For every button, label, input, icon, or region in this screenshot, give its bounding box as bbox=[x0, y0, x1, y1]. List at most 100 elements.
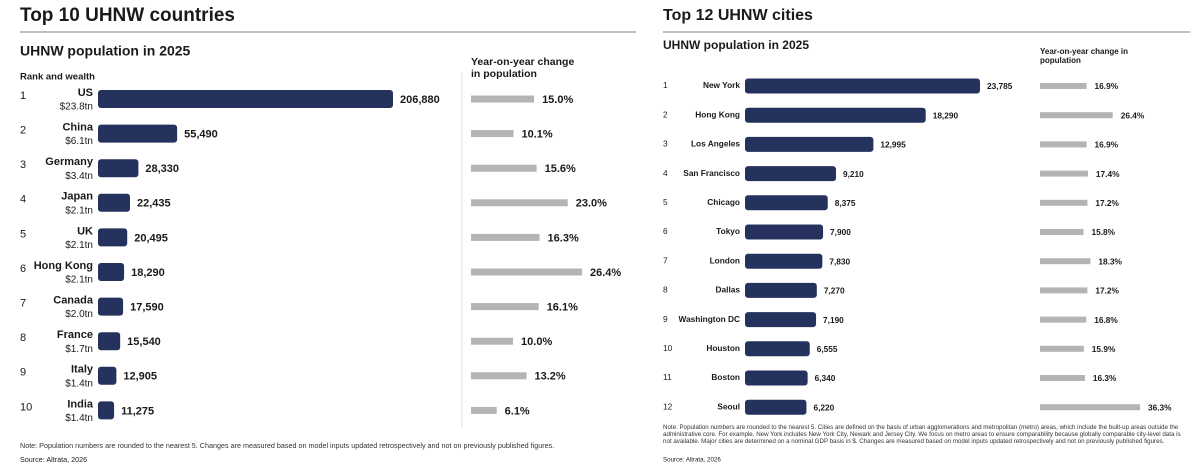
rank: 5 bbox=[663, 197, 668, 207]
yoy-label: 15.6% bbox=[545, 163, 576, 175]
population-label: 12,905 bbox=[123, 371, 157, 383]
population-bar bbox=[98, 228, 128, 247]
population-bar bbox=[98, 366, 117, 385]
yoy-bar bbox=[1040, 112, 1113, 119]
population-bar bbox=[98, 297, 124, 316]
yoy-bar bbox=[1040, 83, 1087, 89]
yoy-label: 26.4% bbox=[590, 267, 621, 279]
population-bar bbox=[98, 90, 393, 108]
population-label: 55,490 bbox=[184, 129, 218, 141]
population-label: 7,830 bbox=[829, 256, 850, 266]
population-label: 18,290 bbox=[933, 110, 959, 120]
wealth-label: $2.1tn bbox=[65, 275, 93, 286]
rank: 9 bbox=[20, 367, 26, 379]
population-label: 28,330 bbox=[145, 163, 179, 175]
note: Note: Population numbers are rounded to … bbox=[20, 442, 555, 450]
note: Note: Population numbers are rounded to … bbox=[663, 424, 1181, 446]
population-bar bbox=[745, 136, 874, 152]
category-label: Hong Kong bbox=[695, 109, 740, 119]
rank: 4 bbox=[663, 168, 668, 178]
wealth-label: $1.4tn bbox=[65, 378, 93, 389]
rank: 6 bbox=[20, 263, 26, 275]
population-bar bbox=[745, 224, 824, 240]
yoy-bar bbox=[471, 337, 514, 345]
yoy-bar bbox=[1040, 229, 1084, 235]
rank: 11 bbox=[663, 372, 672, 382]
population-label: 6,220 bbox=[813, 402, 834, 412]
population-bar bbox=[745, 370, 808, 386]
population-bar bbox=[745, 195, 828, 211]
population-bar bbox=[745, 341, 810, 357]
category-label: Tokyo bbox=[716, 226, 740, 236]
yoy-label: 16.9% bbox=[1095, 140, 1119, 150]
yoy-label: 15.0% bbox=[542, 94, 573, 106]
yoy-label: 26.4% bbox=[1121, 110, 1145, 120]
population-label: 7,900 bbox=[830, 227, 851, 237]
source: Source: Altrata, 2026 bbox=[20, 455, 87, 464]
category-label: Seoul bbox=[717, 401, 740, 411]
yoy-bar bbox=[1040, 170, 1088, 177]
rank-label: Rank and wealth bbox=[20, 72, 95, 83]
population-label: 11,275 bbox=[121, 405, 154, 417]
yoy-label: 16.3% bbox=[548, 232, 579, 244]
wealth-label: $3.4tn bbox=[65, 171, 93, 182]
category-label: Chicago bbox=[707, 197, 740, 207]
chart-title: Top 12 UHNW cities bbox=[663, 7, 813, 24]
rank: 10 bbox=[20, 401, 32, 413]
rank: 3 bbox=[663, 139, 668, 149]
population-bar bbox=[98, 332, 121, 351]
category-label: San Francisco bbox=[683, 168, 740, 178]
yoy-header: Year-on-year change in population bbox=[1040, 47, 1129, 66]
yoy-bar bbox=[1040, 287, 1088, 294]
yoy-bar bbox=[471, 303, 539, 311]
yoy-bar bbox=[471, 164, 537, 172]
source: Source: Altrata, 2026 bbox=[663, 457, 721, 464]
population-bar bbox=[745, 282, 817, 298]
yoy-bar bbox=[1040, 345, 1084, 352]
population-bar bbox=[98, 159, 139, 178]
population-label: 7,190 bbox=[823, 315, 844, 325]
yoy-bar bbox=[471, 95, 535, 103]
yoy-label: 15.9% bbox=[1092, 344, 1116, 354]
category-label: Germany bbox=[45, 156, 94, 168]
population-bar bbox=[98, 263, 125, 281]
wealth-label: $1.4tn bbox=[65, 413, 93, 424]
yoy-bar bbox=[471, 130, 514, 138]
category-label: Washington DC bbox=[679, 314, 740, 324]
population-bar bbox=[98, 124, 178, 143]
category-label: Canada bbox=[53, 295, 94, 307]
rank: 8 bbox=[663, 285, 668, 295]
wealth-label: $2.0tn bbox=[65, 309, 93, 320]
category-label: France bbox=[57, 329, 93, 341]
yoy-bar bbox=[1040, 404, 1140, 411]
yoy-label: 36.3% bbox=[1148, 402, 1172, 412]
yoy-label: 16.3% bbox=[1093, 373, 1117, 383]
subtitle: UHNW population in 2025 bbox=[663, 38, 809, 52]
population-label: 8,375 bbox=[835, 198, 856, 208]
population-label: 17,590 bbox=[130, 302, 164, 314]
category-label: US bbox=[78, 87, 93, 99]
population-label: 6,555 bbox=[817, 344, 838, 354]
population-bar bbox=[745, 166, 836, 182]
rank: 7 bbox=[20, 298, 26, 310]
subtitle: UHNW population in 2025 bbox=[20, 43, 191, 59]
wealth-label: $6.1tn bbox=[65, 136, 93, 147]
yoy-bar bbox=[1040, 199, 1088, 206]
population-bar bbox=[745, 107, 926, 123]
category-label: Boston bbox=[711, 372, 740, 382]
yoy-label: 10.0% bbox=[521, 336, 552, 348]
population-bar bbox=[745, 253, 823, 269]
rank: 6 bbox=[663, 226, 668, 236]
yoy-label: 16.9% bbox=[1095, 81, 1119, 91]
population-label: 15,540 bbox=[127, 336, 161, 348]
yoy-label: 23.0% bbox=[576, 198, 607, 210]
rank: 7 bbox=[663, 255, 668, 265]
yoy-label: 13.2% bbox=[535, 371, 566, 383]
category-label: New York bbox=[703, 80, 740, 90]
rank: 5 bbox=[20, 228, 26, 240]
category-label: Japan bbox=[61, 191, 93, 203]
category-label: India bbox=[67, 398, 94, 410]
yoy-label: 15.8% bbox=[1092, 227, 1116, 237]
yoy-bar bbox=[471, 372, 527, 380]
